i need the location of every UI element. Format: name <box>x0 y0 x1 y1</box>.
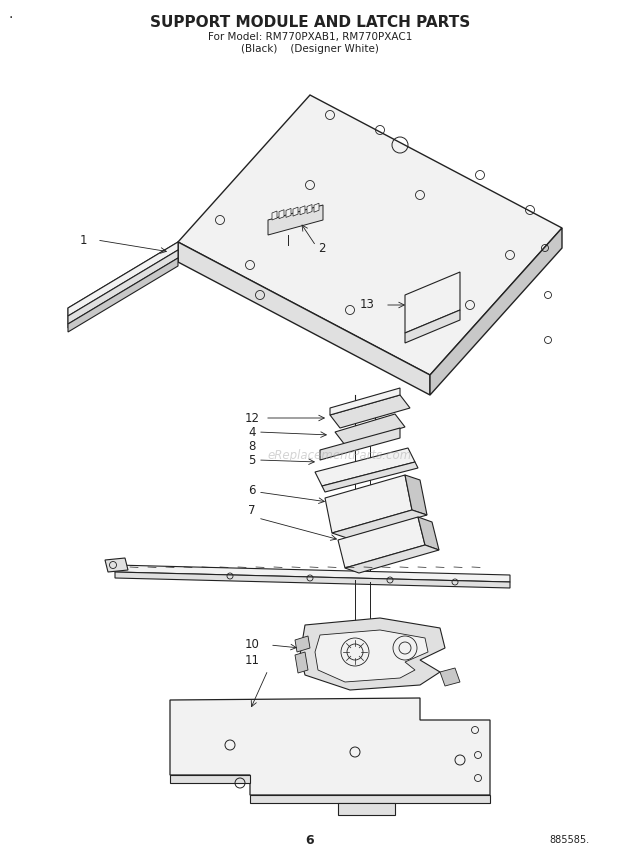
Polygon shape <box>170 698 490 795</box>
Polygon shape <box>115 572 510 588</box>
Polygon shape <box>178 95 562 375</box>
Text: 5: 5 <box>248 454 255 467</box>
Text: ·: · <box>8 11 12 25</box>
Text: 7: 7 <box>248 503 255 516</box>
Polygon shape <box>314 203 319 212</box>
Polygon shape <box>430 228 562 395</box>
Text: (Black)    (Designer White): (Black) (Designer White) <box>241 44 379 54</box>
Polygon shape <box>418 517 439 550</box>
Polygon shape <box>286 208 291 217</box>
Polygon shape <box>300 205 305 215</box>
Polygon shape <box>325 475 412 533</box>
Polygon shape <box>268 205 323 235</box>
Polygon shape <box>170 775 250 783</box>
Polygon shape <box>345 545 439 573</box>
Text: 6: 6 <box>248 484 255 496</box>
Polygon shape <box>105 558 128 572</box>
Text: 11: 11 <box>245 653 260 667</box>
Polygon shape <box>315 630 428 682</box>
Polygon shape <box>405 310 460 343</box>
Polygon shape <box>272 211 277 220</box>
Text: 12: 12 <box>245 412 260 425</box>
Polygon shape <box>332 510 427 538</box>
Polygon shape <box>178 242 430 395</box>
Text: 2: 2 <box>318 241 326 254</box>
Text: eReplacementParts.com: eReplacementParts.com <box>268 449 412 461</box>
Polygon shape <box>320 428 400 460</box>
Polygon shape <box>293 207 298 216</box>
Polygon shape <box>250 795 490 803</box>
Polygon shape <box>330 388 400 415</box>
Text: 6: 6 <box>306 834 314 847</box>
Text: 10: 10 <box>245 639 260 651</box>
Polygon shape <box>295 652 308 673</box>
Text: SUPPORT MODULE AND LATCH PARTS: SUPPORT MODULE AND LATCH PARTS <box>150 15 470 29</box>
Polygon shape <box>115 565 510 582</box>
Polygon shape <box>322 462 418 492</box>
Polygon shape <box>68 242 178 328</box>
Text: 4: 4 <box>248 425 255 438</box>
Text: 1: 1 <box>80 234 87 247</box>
Polygon shape <box>295 636 310 652</box>
Polygon shape <box>440 668 460 686</box>
Polygon shape <box>405 272 460 333</box>
Polygon shape <box>300 618 445 690</box>
Polygon shape <box>330 395 410 428</box>
Text: 13: 13 <box>360 299 375 312</box>
Text: 8: 8 <box>248 439 255 453</box>
Polygon shape <box>307 205 312 213</box>
Polygon shape <box>405 475 427 515</box>
Polygon shape <box>68 258 178 332</box>
Polygon shape <box>335 414 405 445</box>
Text: 885585.: 885585. <box>550 835 590 845</box>
Polygon shape <box>279 210 284 218</box>
Text: For Model: RM770PXAB1, RM770PXAC1: For Model: RM770PXAB1, RM770PXAC1 <box>208 32 412 42</box>
Polygon shape <box>315 448 415 486</box>
Polygon shape <box>68 242 178 316</box>
Polygon shape <box>338 517 425 568</box>
Polygon shape <box>68 250 178 324</box>
Polygon shape <box>338 803 395 815</box>
